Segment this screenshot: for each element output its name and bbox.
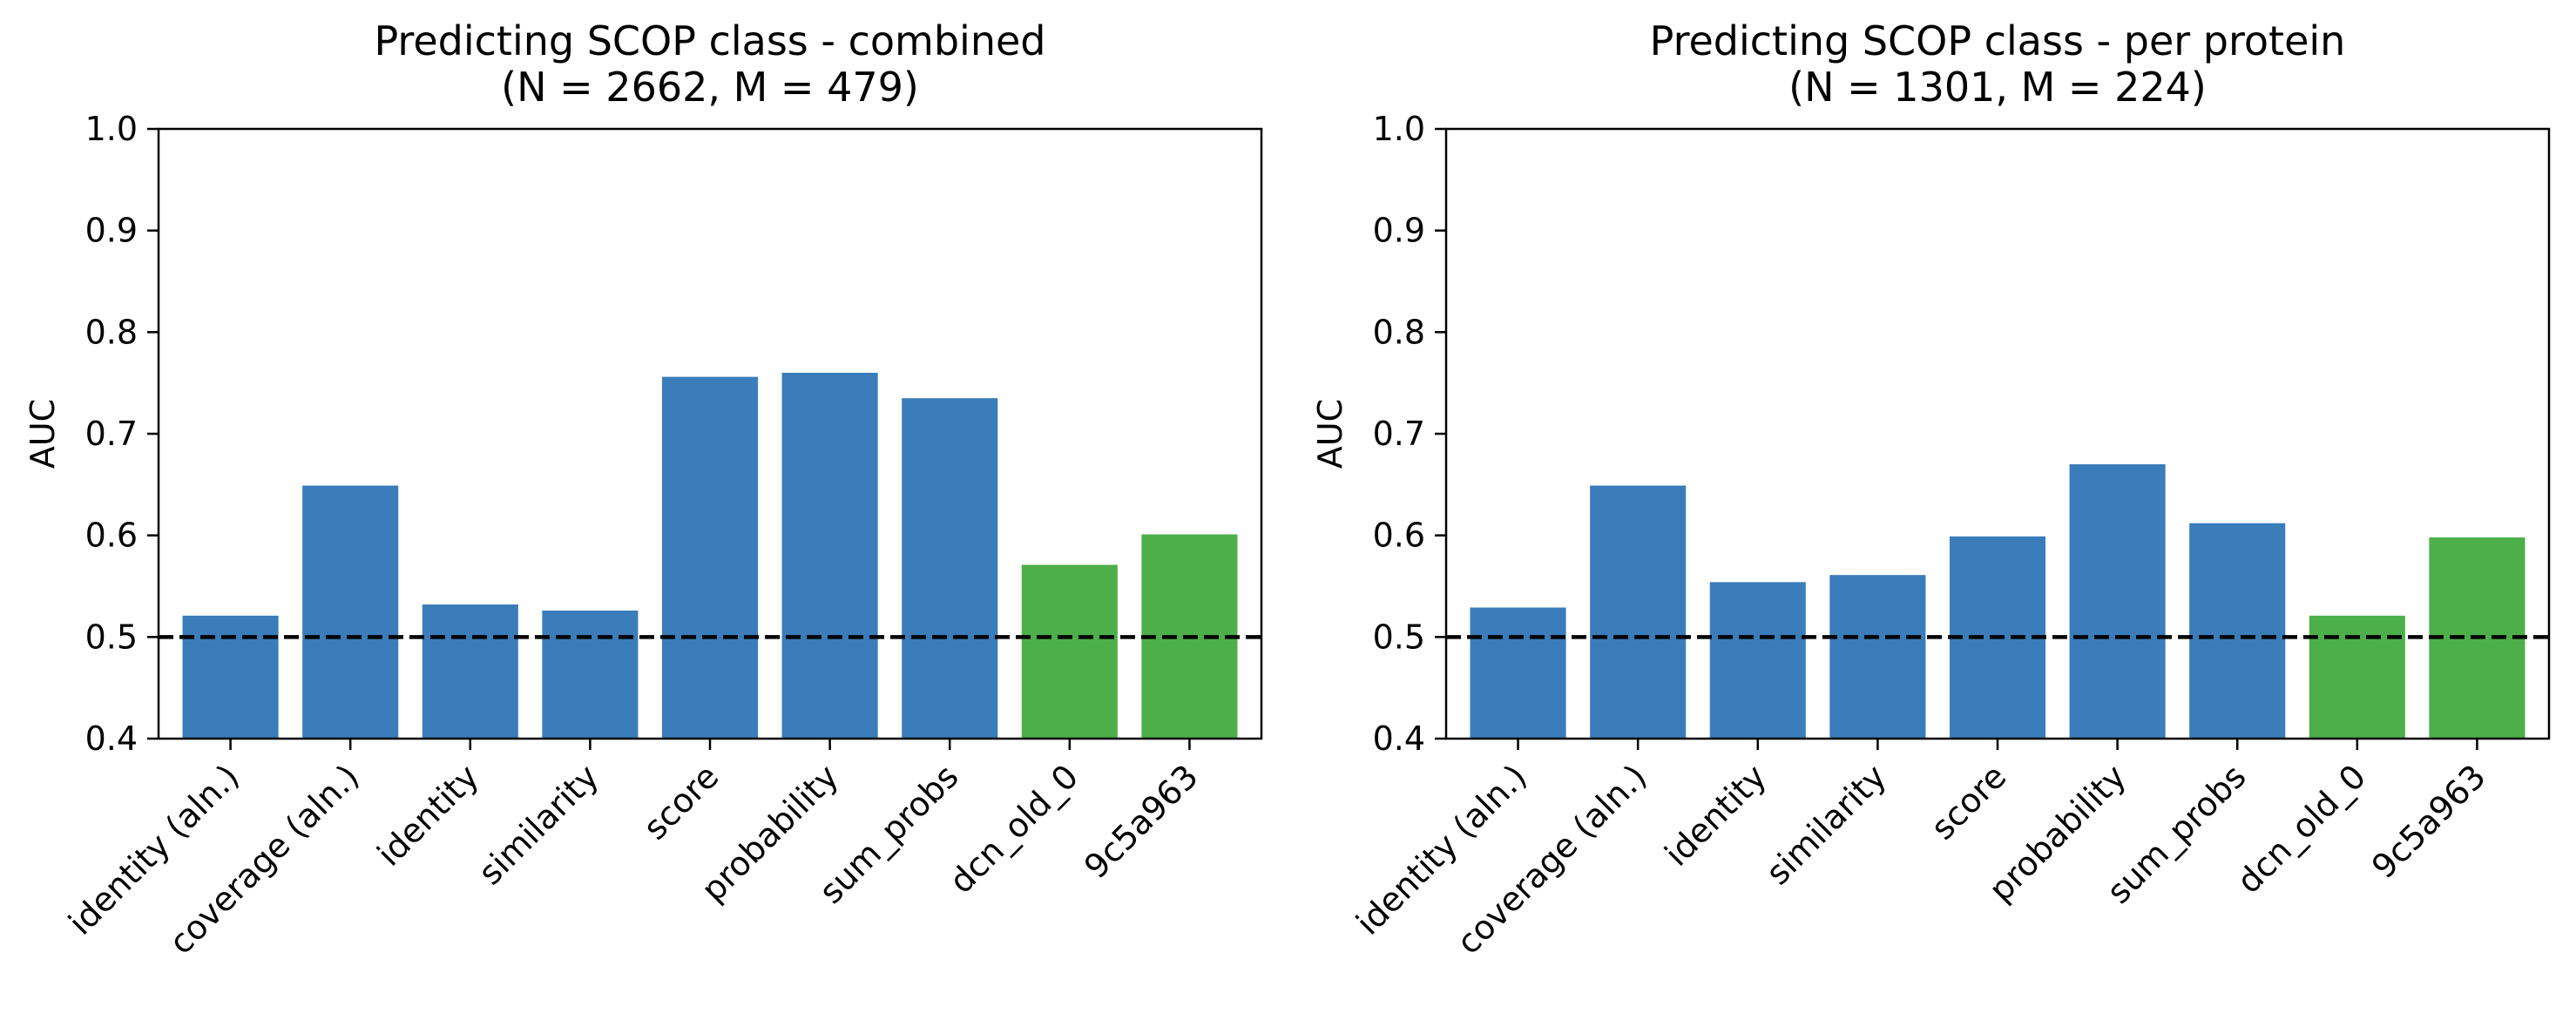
x-tick-label: identity	[370, 757, 487, 874]
bar-1-4	[542, 611, 639, 739]
bar-2-8	[2309, 615, 2405, 739]
x-tick-label: score	[636, 757, 726, 847]
x-tick-label: similarity	[471, 757, 606, 892]
y-tick-label: 0.5	[1373, 618, 1425, 656]
x-tick-label: 9c5a963	[1077, 757, 1206, 886]
bar-2-3	[1709, 582, 1806, 739]
y-tick-label: 0.6	[1373, 517, 1425, 555]
y-tick-label: 0.5	[85, 618, 138, 656]
chart-title-line-2: (N = 1301, M = 224)	[1788, 64, 2207, 111]
x-tick-label: similarity	[1759, 757, 1894, 892]
bar-1-6	[781, 373, 878, 739]
y-axis-label: AUC	[24, 399, 62, 469]
chart-title-line-2: (N = 2662, M = 479)	[501, 64, 919, 111]
bar-1-7	[902, 398, 998, 739]
y-tick-label: 0.4	[1373, 719, 1425, 758]
y-tick-label: 0.9	[1373, 212, 1425, 250]
chart-panel-2: Predicting SCOP class - per protein(N = …	[1311, 17, 2551, 962]
y-tick-label: 0.6	[85, 517, 138, 555]
bar-2-2	[1590, 485, 1687, 739]
x-tick-label: score	[1924, 757, 2013, 847]
chart-title-line-1: Predicting SCOP class - per protein	[1650, 17, 2346, 64]
y-tick-label: 1.0	[1373, 110, 1425, 148]
x-tick-label: dcn_old_0	[942, 757, 1085, 901]
bar-1-8	[1021, 564, 1118, 739]
bar-2-7	[2189, 523, 2286, 739]
bar-1-3	[422, 604, 518, 739]
x-tick-label: 9c5a963	[2364, 757, 2493, 886]
chart-title-line-1: Predicting SCOP class - combined	[375, 17, 1046, 64]
bar-1-1	[182, 615, 279, 739]
bar-2-1	[1470, 607, 1566, 739]
y-tick-label: 0.7	[1373, 415, 1425, 453]
y-tick-label: 0.8	[85, 313, 138, 351]
x-tick-label: identity	[1658, 757, 1775, 874]
bar-2-4	[1829, 575, 1926, 739]
y-tick-label: 0.9	[85, 212, 138, 250]
bar-1-5	[661, 376, 759, 739]
chart-panel-1: Predicting SCOP class - combined(N = 266…	[24, 17, 1263, 962]
bar-2-6	[2069, 464, 2166, 739]
y-tick-label: 0.4	[85, 719, 138, 758]
y-tick-label: 1.0	[85, 110, 138, 148]
y-tick-label: 0.7	[85, 415, 138, 453]
y-axis-label: AUC	[1311, 399, 1349, 469]
bar-1-2	[302, 485, 399, 739]
x-tick-label: dcn_old_0	[2229, 757, 2373, 901]
y-tick-label: 0.8	[1373, 313, 1425, 351]
